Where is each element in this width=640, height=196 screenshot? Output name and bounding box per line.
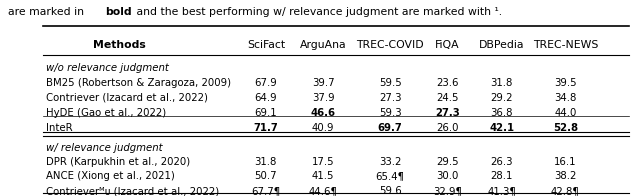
Text: 39.5: 39.5 — [554, 78, 577, 88]
Text: 33.2: 33.2 — [379, 157, 401, 167]
Text: 30.0: 30.0 — [436, 172, 459, 181]
Text: 26.0: 26.0 — [436, 123, 459, 133]
Text: 67.9: 67.9 — [255, 78, 277, 88]
Text: 59.5: 59.5 — [379, 78, 401, 88]
Text: BM25 (Robertson & Zaragoza, 2009): BM25 (Robertson & Zaragoza, 2009) — [46, 78, 231, 88]
Text: ANCE (Xiong et al., 2021): ANCE (Xiong et al., 2021) — [46, 172, 175, 181]
Text: 40.9: 40.9 — [312, 123, 335, 133]
Text: HyDE (Gao et al., 2022): HyDE (Gao et al., 2022) — [46, 108, 166, 118]
Text: 36.8: 36.8 — [490, 108, 513, 118]
Text: 42.8¶: 42.8¶ — [551, 186, 580, 196]
Text: 28.1: 28.1 — [490, 172, 513, 181]
Text: 27.3: 27.3 — [435, 108, 460, 118]
Text: 65.4¶: 65.4¶ — [376, 172, 404, 181]
Text: 59.3: 59.3 — [379, 108, 401, 118]
Text: 34.8: 34.8 — [554, 93, 577, 103]
Text: Contrieverᴹᴜ (Izacard et al., 2022): Contrieverᴹᴜ (Izacard et al., 2022) — [46, 186, 220, 196]
Text: 59.6: 59.6 — [379, 186, 401, 196]
Text: 26.3: 26.3 — [490, 157, 513, 167]
Text: w/o relevance judgment: w/o relevance judgment — [46, 63, 169, 73]
Text: DBPedia: DBPedia — [479, 40, 524, 50]
Text: TREC-COVID: TREC-COVID — [356, 40, 424, 50]
Text: 71.7: 71.7 — [253, 123, 278, 133]
Text: are marked in: are marked in — [8, 6, 87, 16]
Text: FiQA: FiQA — [435, 40, 460, 50]
Text: 69.7: 69.7 — [378, 123, 403, 133]
Text: 52.8: 52.8 — [553, 123, 578, 133]
Text: 32.9¶: 32.9¶ — [433, 186, 462, 196]
Text: 37.9: 37.9 — [312, 93, 335, 103]
Text: 39.7: 39.7 — [312, 78, 335, 88]
Text: 46.6: 46.6 — [310, 108, 336, 118]
Text: 31.8: 31.8 — [490, 78, 513, 88]
Text: 38.2: 38.2 — [554, 172, 577, 181]
Text: 69.1: 69.1 — [255, 108, 277, 118]
Text: 29.5: 29.5 — [436, 157, 459, 167]
Text: w/ relevance judgment: w/ relevance judgment — [46, 142, 163, 152]
Text: 64.9: 64.9 — [255, 93, 277, 103]
Text: 41.5: 41.5 — [312, 172, 335, 181]
Text: Contriever (Izacard et al., 2022): Contriever (Izacard et al., 2022) — [46, 93, 208, 103]
Text: Methods: Methods — [93, 40, 146, 50]
Text: 44.6¶: 44.6¶ — [308, 186, 338, 196]
Text: 50.7: 50.7 — [255, 172, 277, 181]
Text: InteR: InteR — [46, 123, 72, 133]
Text: bold: bold — [105, 6, 132, 16]
Text: TREC-NEWS: TREC-NEWS — [532, 40, 598, 50]
Text: DPR (Karpukhin et al., 2020): DPR (Karpukhin et al., 2020) — [46, 157, 190, 167]
Text: 24.5: 24.5 — [436, 93, 459, 103]
Text: 17.5: 17.5 — [312, 157, 335, 167]
Text: 41.3¶: 41.3¶ — [487, 186, 516, 196]
Text: 42.1: 42.1 — [489, 123, 514, 133]
Text: ArguAna: ArguAna — [300, 40, 346, 50]
Text: 67.7¶: 67.7¶ — [252, 186, 280, 196]
Text: SciFact: SciFact — [247, 40, 285, 50]
Text: 23.6: 23.6 — [436, 78, 459, 88]
Text: 31.8: 31.8 — [255, 157, 277, 167]
Text: 16.1: 16.1 — [554, 157, 577, 167]
Text: 44.0: 44.0 — [554, 108, 577, 118]
Text: and the best performing w/ relevance judgment are marked with ¹.: and the best performing w/ relevance jud… — [133, 6, 502, 16]
Text: 27.3: 27.3 — [379, 93, 401, 103]
Text: 29.2: 29.2 — [490, 93, 513, 103]
